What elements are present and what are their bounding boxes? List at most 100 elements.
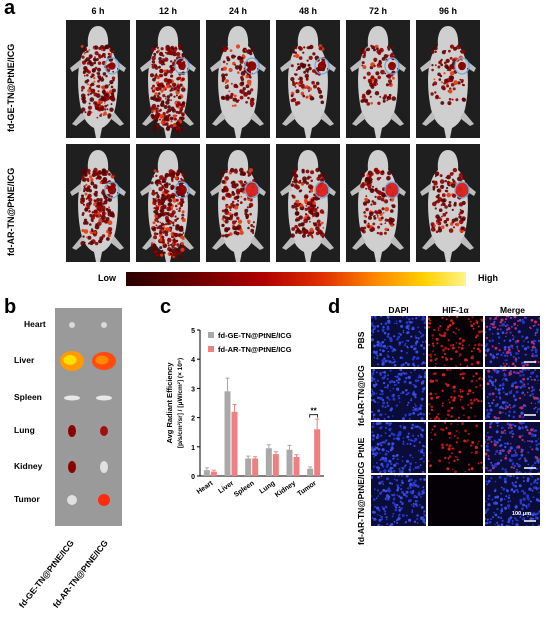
- fluorescence-signal: [150, 169, 186, 260]
- legend-label: fd-AR-TN@PtNE/ICG: [218, 345, 292, 354]
- hif-image: [428, 316, 483, 367]
- dapi-image: [371, 422, 426, 473]
- mouse-image-tile: [206, 20, 270, 138]
- channel-header: HIF-1α: [442, 305, 469, 315]
- treatment-row-label: fd-AR-TN@PtNE/ICG: [356, 461, 366, 545]
- bar: [272, 454, 279, 476]
- panel-b-letter: b: [4, 296, 17, 318]
- tumor-outline: [174, 181, 190, 199]
- tumor-signal: [108, 62, 116, 70]
- y-axis-units: [p/s/cm²/sr] / [μW/cm²] (× 10⁹): [177, 358, 184, 448]
- treatment-row-label: fd-AR-TN@ICG: [356, 364, 366, 426]
- mouse-hindlimbs: [352, 236, 404, 250]
- bar: [224, 391, 231, 476]
- fluorescence-signal: [80, 44, 116, 119]
- bar: [252, 458, 259, 476]
- fluorescence-signal: [220, 44, 255, 108]
- organ-signal: [68, 425, 76, 437]
- mouse-image-tile: [66, 144, 130, 262]
- organ-group-label: fd-AR-TN@PtNE/ICG: [50, 538, 110, 610]
- organ-label: Kidney: [14, 461, 43, 471]
- bar: [265, 448, 272, 476]
- time-point-label: 96 h: [438, 6, 457, 16]
- mouse-image-tile: [276, 144, 340, 262]
- mouse-image-tile: [416, 20, 480, 138]
- dapi-image: [371, 369, 426, 420]
- panel-d-letter: d: [328, 296, 341, 318]
- hif-image: [428, 475, 483, 526]
- bar: [314, 429, 321, 476]
- tumor-outline: [384, 181, 400, 199]
- organ-signal: [100, 426, 108, 436]
- organ-signal: [64, 395, 80, 401]
- tumor-signal: [178, 62, 186, 70]
- organ-label: Heart: [24, 319, 46, 329]
- mouse-body: [288, 26, 328, 138]
- mouse-hindlimbs: [282, 112, 334, 126]
- bar: [293, 457, 300, 476]
- panel-a-row-label: fd-AR-TN@PtNE/ICG: [6, 167, 16, 256]
- mouse-hindlimbs: [352, 112, 404, 126]
- fluorescence-signal: [360, 44, 397, 106]
- treatment-row-label: PBS: [356, 331, 366, 350]
- time-point-label: 48 h: [298, 6, 317, 16]
- y-tick-label: 1: [191, 445, 195, 452]
- organ-signal: [98, 494, 110, 506]
- organ-image-column: [55, 308, 89, 526]
- mouse-image-tile: [346, 20, 410, 138]
- organ-signal: [96, 395, 112, 401]
- treatment-row-label: PtNE: [356, 437, 366, 458]
- mouse-image-tile: [136, 20, 200, 138]
- tumor-outline: [314, 181, 330, 199]
- mouse-hindlimbs: [422, 236, 474, 250]
- bar: [203, 470, 210, 476]
- scale-bar-label: 100 μm: [512, 511, 531, 517]
- tumor-signal: [317, 61, 327, 71]
- organ-signal: [67, 495, 77, 505]
- tumor-signal: [177, 184, 187, 196]
- panel-a-row-label: fd-GE-TN@PtNE/ICG: [6, 43, 16, 132]
- y-tick-label: 0: [191, 474, 195, 481]
- legend-swatch: [208, 332, 214, 338]
- y-axis-label: Avg Radiant Efficiency: [165, 362, 174, 444]
- y-tick-label: 3: [191, 386, 195, 393]
- y-tick-label: 2: [191, 416, 195, 423]
- mouse-body: [358, 26, 398, 138]
- hif-image: [428, 369, 483, 420]
- y-tick-label: 5: [191, 328, 195, 335]
- organ-image-column: [88, 308, 122, 526]
- y-tick-label: 4: [191, 357, 195, 364]
- mouse-hindlimbs: [212, 236, 264, 250]
- mouse-hindlimbs: [212, 112, 264, 126]
- panel-a-letter: a: [4, 0, 16, 19]
- fluorescence-signal: [430, 167, 466, 234]
- organ-images: [60, 322, 116, 506]
- tumor-signal: [388, 61, 396, 71]
- significance-bracket: [309, 414, 319, 418]
- bar: [286, 449, 293, 476]
- x-tick-label: Tumor: [296, 480, 318, 498]
- time-point-label: 12 h: [158, 6, 177, 16]
- tumor-signal: [315, 183, 329, 197]
- tumor-outline: [244, 57, 260, 75]
- merge-image: [485, 316, 540, 367]
- organ-signal: [69, 322, 75, 328]
- fluorescence-signal: [430, 44, 467, 106]
- organ-signal: [100, 461, 108, 473]
- channel-header: Merge: [499, 305, 526, 315]
- tumor-signal: [247, 61, 257, 71]
- merge-image: [485, 422, 540, 473]
- organ-label: Tumor: [14, 494, 40, 504]
- tumor-outline: [104, 181, 120, 199]
- tumor-outline: [104, 57, 120, 75]
- tumor-signal: [107, 185, 117, 195]
- mouse-hindlimbs: [72, 112, 124, 126]
- organ-label: Spleen: [14, 392, 42, 402]
- legend-label: fd-GE-TN@PtNE/ICG: [218, 331, 292, 340]
- organ-label: Liver: [14, 355, 35, 365]
- mouse-hindlimbs: [422, 112, 474, 126]
- mouse-image-tile: [416, 144, 480, 262]
- organ-label: Lung: [14, 425, 35, 435]
- tumor-signal: [385, 182, 399, 198]
